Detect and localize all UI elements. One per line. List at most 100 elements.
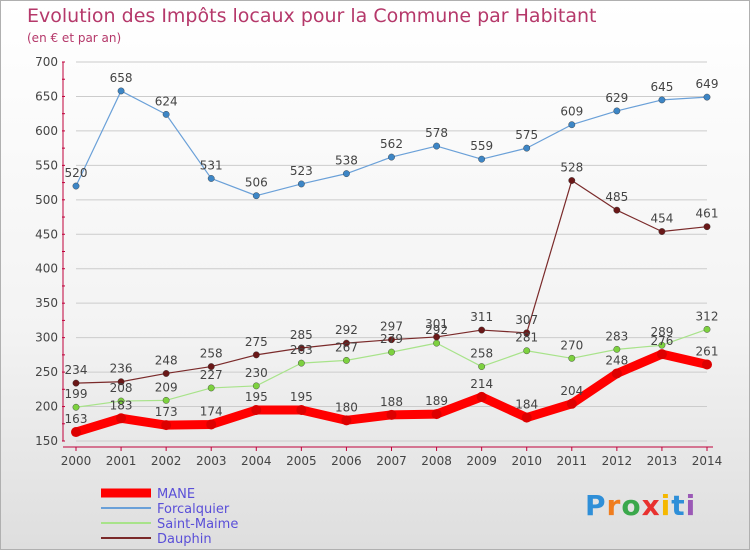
- data-label: 283: [605, 329, 628, 343]
- data-label: 531: [200, 158, 223, 172]
- x-tick-label: 2014: [692, 454, 723, 468]
- data-point: [568, 354, 576, 362]
- data-label: 292: [425, 323, 448, 337]
- data-label: 209: [155, 380, 178, 394]
- data-point: [117, 378, 125, 386]
- data-point: [297, 180, 305, 188]
- data-point: [72, 182, 80, 190]
- data-label: 285: [290, 328, 313, 342]
- x-tick-label: 2001: [106, 454, 137, 468]
- data-label: 528: [560, 161, 583, 175]
- data-label: 506: [245, 176, 268, 190]
- data-point: [162, 370, 170, 377]
- data-label: 163: [65, 412, 88, 426]
- data-point: [252, 351, 260, 359]
- data-label: 578: [425, 126, 448, 140]
- x-tick-label: 2005: [286, 454, 317, 468]
- data-label: 311: [470, 310, 493, 324]
- data-label: 174: [200, 404, 223, 418]
- data-point: [388, 336, 395, 344]
- x-tick-label: 2008: [421, 454, 452, 468]
- logo-letter: t: [671, 489, 686, 522]
- data-point: [206, 419, 217, 430]
- x-tick-label: 2003: [196, 454, 227, 468]
- data-label: 609: [560, 105, 583, 119]
- data-point: [433, 333, 440, 341]
- data-point: [162, 110, 170, 118]
- data-point: [207, 384, 215, 392]
- y-tick-label: 550: [35, 158, 58, 172]
- data-label: 236: [110, 362, 133, 376]
- logo-letter: i: [660, 489, 672, 522]
- data-point: [703, 93, 711, 101]
- data-point: [523, 329, 531, 337]
- data-point: [343, 339, 350, 347]
- data-label: 276: [650, 334, 673, 348]
- data-label: 292: [335, 323, 358, 337]
- data-point: [478, 326, 486, 334]
- data-point: [207, 363, 215, 370]
- data-point: [476, 391, 487, 402]
- y-tick-label: 500: [35, 193, 58, 207]
- x-tick-label: 2007: [376, 454, 407, 468]
- y-tick-label: 600: [35, 124, 58, 138]
- data-label: 270: [560, 338, 583, 352]
- data-label: 575: [515, 128, 538, 142]
- x-tick-label: 2012: [602, 454, 633, 468]
- data-point: [117, 397, 125, 405]
- data-label: 180: [335, 400, 358, 414]
- y-tick-label: 150: [35, 434, 58, 448]
- legend-label: Dauphin: [157, 532, 212, 547]
- data-label: 454: [650, 212, 673, 226]
- chart-subtitle: (en € et par an): [27, 31, 122, 45]
- data-label: 279: [380, 332, 403, 346]
- data-label: 649: [696, 77, 719, 91]
- data-label: 230: [245, 366, 268, 380]
- x-tick-label: 2009: [466, 454, 497, 468]
- data-label: 523: [290, 164, 313, 178]
- data-label: 173: [155, 405, 178, 419]
- data-point: [341, 415, 352, 426]
- data-point: [251, 404, 262, 415]
- logo-letter: x: [641, 489, 661, 522]
- data-point: [116, 413, 127, 424]
- data-label: 275: [245, 335, 268, 349]
- data-point: [478, 155, 486, 163]
- data-point: [568, 121, 576, 129]
- data-label: 267: [335, 340, 358, 354]
- data-label: 312: [696, 309, 719, 323]
- data-point: [566, 398, 577, 409]
- data-point: [162, 396, 170, 404]
- data-point: [72, 379, 80, 387]
- data-label: 258: [470, 347, 493, 361]
- y-tick-label: 300: [35, 331, 58, 345]
- y-tick-label: 650: [35, 89, 58, 103]
- data-label: 234: [65, 363, 88, 377]
- x-tick-label: 2004: [241, 454, 272, 468]
- data-label: 248: [605, 353, 628, 367]
- x-tick-label: 2011: [557, 454, 588, 468]
- data-point: [521, 412, 532, 423]
- data-point: [658, 228, 666, 235]
- data-label: 538: [335, 154, 358, 168]
- data-point: [161, 420, 172, 431]
- data-label: 189: [425, 394, 448, 408]
- legend-label: Forcalquier: [157, 502, 230, 517]
- data-label: 195: [290, 390, 313, 404]
- x-tick-label: 2006: [331, 454, 362, 468]
- data-point: [611, 368, 622, 379]
- logo-letter: r: [606, 489, 622, 522]
- data-label: 301: [425, 317, 448, 331]
- data-label: 188: [380, 395, 403, 409]
- data-point: [388, 153, 395, 161]
- y-tick-label: 350: [35, 296, 58, 310]
- x-tick-label: 2000: [61, 454, 92, 468]
- data-label: 227: [200, 368, 223, 382]
- legend-label: Saint-Maime: [157, 517, 238, 532]
- data-point: [523, 347, 531, 355]
- data-point: [343, 170, 350, 178]
- data-label: 204: [560, 384, 583, 398]
- logo-letter: o: [621, 489, 642, 522]
- data-label: 208: [110, 381, 133, 395]
